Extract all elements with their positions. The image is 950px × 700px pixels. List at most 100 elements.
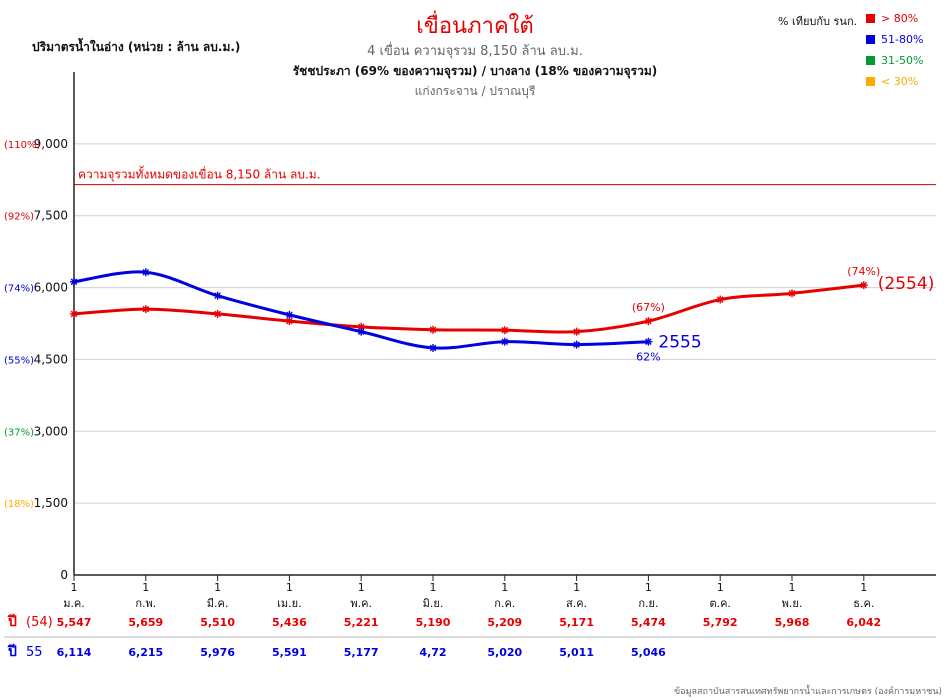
capacity-label: ความจุรวมทั้งหมดของเขื่อน 8,150 ล้าน ลบ.…	[78, 166, 321, 183]
data-point-marker	[357, 327, 366, 336]
series-line-2554	[73, 283, 864, 334]
legend-label: < 30%	[881, 75, 919, 88]
data-point-marker	[644, 317, 653, 326]
x-tick-month: ธ.ค.	[853, 597, 874, 610]
y-tick-label: 1,500	[34, 496, 68, 510]
data-point-marker	[70, 309, 78, 318]
x-tick-month: เม.ย.	[277, 597, 301, 610]
data-label: 5,190	[416, 616, 451, 629]
data-label: 5,436	[272, 616, 307, 629]
data-point-marker	[285, 317, 294, 326]
x-tick-month: มี.ค.	[207, 597, 229, 610]
data-point-marker	[141, 305, 150, 314]
x-tick-month: มิ.ย.	[423, 597, 444, 610]
x-tick-day: 1	[501, 581, 508, 594]
point-annotation: (74%)	[847, 265, 880, 278]
legend-label: > 80%	[881, 12, 919, 25]
data-label: 5,792	[703, 616, 738, 629]
series-end-label: (2554)	[878, 274, 935, 294]
x-tick-day: 1	[430, 581, 437, 594]
row-label-prefix: ปี	[7, 644, 17, 660]
data-point-marker	[141, 268, 150, 277]
data-label: 6,114	[57, 646, 92, 659]
x-tick-day: 1	[860, 581, 867, 594]
x-tick-day: 1	[214, 581, 221, 594]
y-pct-label: (37%)	[4, 427, 34, 438]
legend-label: 51-80%	[881, 33, 924, 46]
data-point-marker	[716, 295, 725, 304]
data-label: 5,591	[272, 646, 307, 659]
y-pct-label: (74%)	[4, 284, 34, 295]
data-label: 5,221	[344, 616, 379, 629]
x-tick-day: 1	[71, 581, 78, 594]
y-tick-label: 6,000	[34, 281, 68, 295]
point-annotation: (67%)	[632, 301, 665, 314]
y-pct-label: (18%)	[4, 499, 34, 510]
data-label: 6,215	[128, 646, 163, 659]
data-label: 6,042	[846, 616, 881, 629]
legend-label: 31-50%	[881, 54, 924, 67]
y-pct-label: (55%)	[4, 355, 34, 366]
data-label: 4,72	[419, 646, 446, 659]
y-tick-label: 4,500	[34, 352, 68, 366]
x-tick-day: 1	[717, 581, 724, 594]
legend-item: 31-50%	[866, 54, 923, 67]
data-label: 5,177	[344, 646, 379, 659]
x-tick-day: 1	[645, 581, 652, 594]
data-point-marker	[788, 289, 796, 298]
row-label-year: (54)	[26, 615, 53, 630]
data-point-marker	[70, 277, 78, 286]
data-point-marker	[859, 281, 868, 290]
data-point-marker	[429, 343, 437, 352]
data-point-marker	[285, 310, 294, 319]
x-tick-month: ต.ค.	[709, 597, 731, 610]
data-label: 5,968	[775, 616, 810, 629]
data-label: 5,474	[631, 616, 666, 629]
legend-swatch	[866, 56, 875, 65]
legend-title: % เทียบกับ รนก.	[778, 15, 858, 28]
x-tick-day: 1	[573, 581, 580, 594]
x-tick-day: 1	[358, 581, 365, 594]
y-tick-label: 3,000	[34, 424, 68, 438]
unit-label: ปริมาตรน้ำในอ่าง (หน่วย : ล้าน ลบ.ม.)	[32, 40, 241, 54]
data-label: 5,046	[631, 646, 666, 659]
data-point-marker	[429, 325, 437, 334]
x-tick-month: ม.ค.	[63, 597, 85, 610]
row-label-year: 55	[26, 645, 43, 660]
legend-item: > 80%	[866, 12, 918, 25]
data-label: 5,020	[487, 646, 522, 659]
x-tick-month: พ.ย.	[782, 597, 803, 610]
y-pct-label: (110%)	[4, 140, 40, 151]
x-tick-month: ก.ย.	[638, 597, 658, 610]
data-point-marker	[213, 291, 222, 300]
data-label: 5,547	[57, 616, 92, 629]
x-tick-day: 1	[142, 581, 149, 594]
data-point-marker	[500, 337, 509, 346]
footer-source: ข้อมูลสถาบันสารสนเทศทรัพยากรน้ำและการเกษ…	[674, 687, 942, 697]
legend-swatch	[866, 14, 875, 23]
row-label-prefix: ปี	[7, 614, 17, 630]
dams-line-2: แก่งกระจาน / ปราณบุรี	[414, 84, 536, 98]
data-point-marker	[213, 309, 222, 318]
legend-item: 51-80%	[866, 33, 923, 46]
dams-line: รัชชประภา (69% ของความจุรวม) / บางลาง (1…	[292, 64, 658, 78]
y-pct-label: (92%)	[4, 212, 34, 223]
chart-title: เขื่อนภาคใต้	[416, 14, 534, 39]
x-tick-month: ก.ค.	[494, 597, 515, 610]
data-label: 5,510	[200, 616, 235, 629]
data-label: 5,171	[559, 616, 594, 629]
y-tick-label: 9,000	[34, 137, 68, 151]
y-tick-label: 7,500	[34, 209, 68, 223]
legend-swatch	[866, 77, 875, 86]
data-point-marker	[572, 340, 581, 349]
legend-item: < 30%	[866, 75, 918, 88]
x-tick-month: ส.ค.	[566, 597, 587, 610]
data-label: 5,976	[200, 646, 235, 659]
data-point-marker	[572, 327, 581, 336]
data-label: 5,659	[128, 616, 163, 629]
chart-subtitle: 4 เขื่อน ความจุรวม 8,150 ล้าน ลบ.ม.	[367, 44, 583, 59]
data-label: 5,209	[487, 616, 522, 629]
x-tick-day: 1	[789, 581, 796, 594]
data-point-marker	[500, 326, 509, 335]
